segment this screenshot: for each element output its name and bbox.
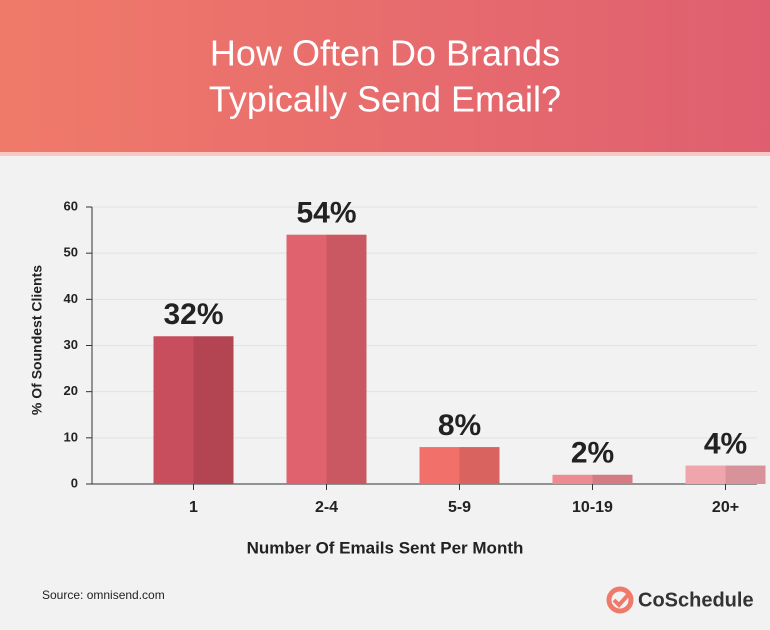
y-tick-label: 10 [64,429,78,444]
value-label: 2% [571,437,614,470]
bar-shade [193,336,234,484]
bar [286,234,367,484]
bar [419,447,500,484]
bar-shade [725,465,766,484]
value-label: 8% [438,409,481,442]
x-tick-label: 10-19 [572,499,613,516]
x-tick-label: 2-4 [315,499,338,516]
y-tick-label: 60 [64,198,78,213]
y-axis-label: % Of Soundest Clients [29,265,45,415]
y-tick-label: 30 [64,337,78,352]
x-tick-label: 1 [189,499,198,516]
bar-shade [459,447,500,484]
chart-title: How Often Do Brands [210,33,560,74]
y-tick-label: 40 [64,291,78,306]
brand-logo [606,586,634,614]
bar [153,336,234,484]
header [0,0,770,152]
bar-shade [326,234,367,484]
y-tick-label: 0 [71,475,78,490]
brand-logo-check [612,593,630,608]
source: Source: omnisend.com [42,588,165,602]
value-label: 32% [163,298,223,331]
value-label: 4% [704,427,747,460]
brand: CoSchedule [638,589,754,611]
bar [685,465,766,484]
bar-shade [592,474,633,484]
y-tick-label: 20 [64,383,78,398]
x-tick-label: 5-9 [448,499,471,516]
x-axis-label: Number Of Emails Sent Per Month [247,538,524,557]
y-tick-label: 50 [64,245,78,260]
value-label: 54% [296,197,356,230]
chart-title: Typically Send Email? [209,79,561,120]
bar [552,474,633,484]
x-tick-label: 20+ [712,499,739,516]
header-edge [0,152,770,156]
